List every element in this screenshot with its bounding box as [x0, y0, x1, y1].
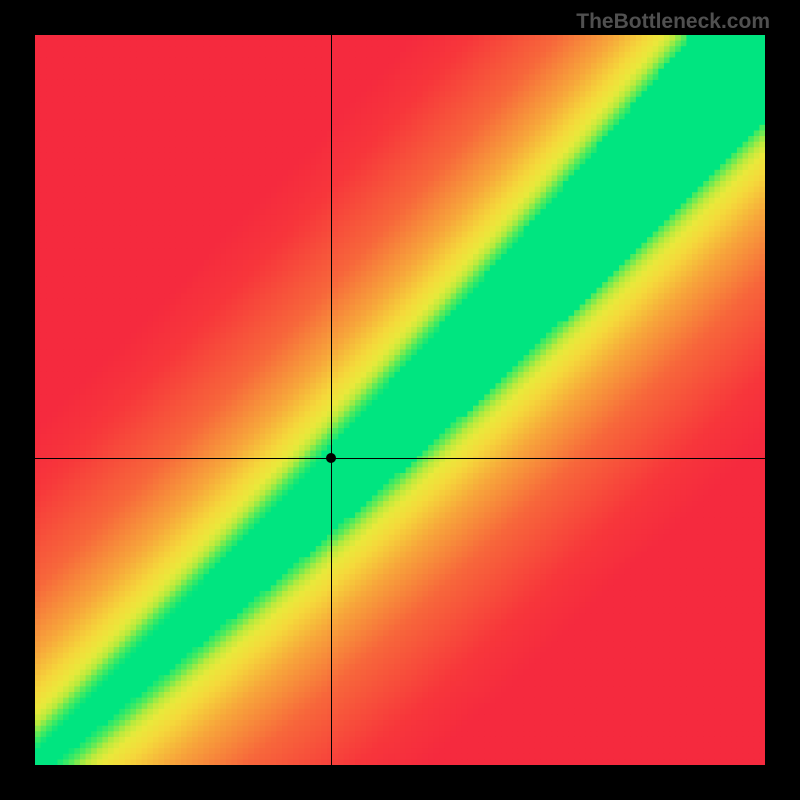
crosshair-horizontal	[35, 458, 765, 459]
heatmap-plot-area	[35, 35, 765, 765]
crosshair-marker	[326, 453, 336, 463]
watermark-text: TheBottleneck.com	[576, 10, 770, 34]
chart-outer: TheBottleneck.com	[0, 0, 800, 800]
heatmap-svg	[35, 35, 765, 765]
crosshair-vertical	[331, 35, 332, 765]
